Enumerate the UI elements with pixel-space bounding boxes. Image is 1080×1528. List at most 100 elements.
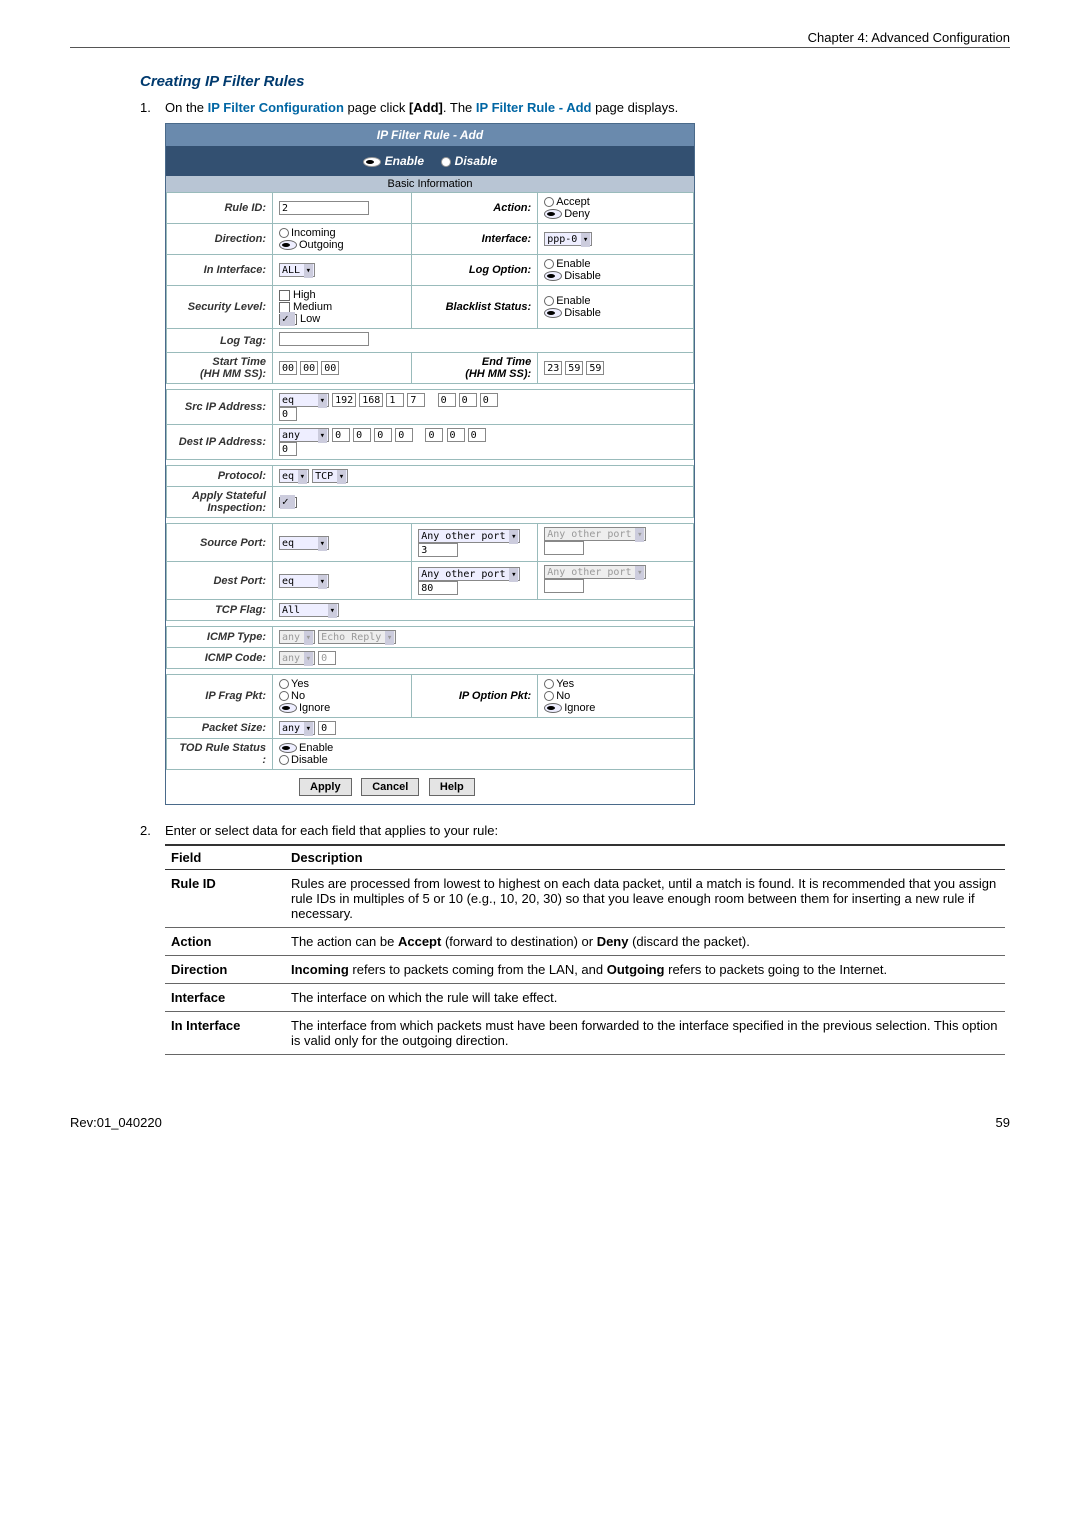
text: page displays. [591, 100, 678, 115]
blacklist-cell: Enable Disable [538, 286, 694, 329]
tod-cell: Enable Disable [273, 739, 694, 770]
footer-rev: Rev:01_040220 [70, 1115, 162, 1130]
dest-ip-e[interactable]: 0 [425, 428, 443, 442]
protocol-val-select[interactable]: TCP [312, 469, 348, 483]
src-ip-h[interactable]: 0 [279, 407, 297, 421]
ip-option-cell: Yes No Ignore [538, 675, 694, 718]
enable-radio[interactable] [363, 157, 381, 167]
dest-ip-d[interactable]: 0 [395, 428, 413, 442]
start-ss-input[interactable]: 00 [321, 361, 339, 375]
rule-id-input[interactable]: 2 [279, 201, 369, 215]
action-cell: Accept Deny [538, 193, 694, 224]
dest-port-p1-select[interactable]: Any other port [418, 567, 520, 581]
icmp-type-op-select: any [279, 630, 315, 644]
ip-frag-no-label: No [291, 690, 305, 702]
packet-size-op-select[interactable]: any [279, 721, 315, 735]
in-interface-select[interactable]: ALL [279, 263, 315, 277]
tcp-flag-label: TCP Flag: [167, 600, 273, 621]
blacklist-enable-radio[interactable] [544, 296, 554, 306]
protocol-op-select[interactable]: eq [279, 469, 309, 483]
source-port-p1-input[interactable]: 3 [418, 543, 458, 557]
protocol-label: Protocol: [167, 466, 273, 487]
src-ip-e[interactable]: 0 [438, 393, 456, 407]
icmp-type-cell: any Echo Reply [273, 627, 694, 648]
disable-radio[interactable] [441, 157, 451, 167]
source-port-p2-cell: Any other port [538, 524, 694, 562]
direction-incoming-radio[interactable] [279, 228, 289, 238]
source-port-p2-input [544, 541, 584, 555]
end-hh-input[interactable]: 23 [544, 361, 562, 375]
help-button[interactable]: Help [429, 778, 475, 796]
ip-frag-label: IP Frag Pkt: [167, 675, 273, 718]
packet-size-input[interactable]: 0 [318, 721, 336, 735]
direction-outgoing-radio[interactable] [279, 240, 297, 250]
dest-ip-op-select[interactable]: any [279, 428, 329, 442]
start-mm-input[interactable]: 00 [300, 361, 318, 375]
text: (forward to destination) or [441, 934, 596, 949]
field-desc: The action can be Accept (forward to des… [285, 928, 1005, 956]
stateful-check[interactable] [279, 497, 297, 508]
dest-ip-h[interactable]: 0 [279, 442, 297, 456]
blacklist-disable-radio[interactable] [544, 308, 562, 318]
src-ip-f[interactable]: 0 [459, 393, 477, 407]
ip-filter-rule-panel: IP Filter Rule - Add Enable Disable Basi… [165, 123, 695, 805]
log-enable-radio[interactable] [544, 259, 554, 269]
sec-low-check[interactable] [279, 314, 297, 325]
ip-option-yes-radio[interactable] [544, 679, 554, 689]
src-ip-op-select[interactable]: eq [279, 393, 329, 407]
field-name: Interface [165, 984, 285, 1012]
tcp-flag-select[interactable]: All [279, 603, 339, 617]
ip-frag-yes-radio[interactable] [279, 679, 289, 689]
dest-port-label: Dest Port: [167, 562, 273, 600]
sec-high-check[interactable] [279, 290, 290, 301]
description-table: Field Description Rule ID Rules are proc… [165, 844, 1005, 1055]
dest-ip-a[interactable]: 0 [332, 428, 350, 442]
ip-option-no-radio[interactable] [544, 691, 554, 701]
ip-frag-no-radio[interactable] [279, 691, 289, 701]
tod-enable-radio[interactable] [279, 743, 297, 753]
text: refers to packets coming from the LAN, a… [349, 962, 607, 977]
tod-disable-radio[interactable] [279, 755, 289, 765]
log-disable-radio[interactable] [544, 271, 562, 281]
cancel-button[interactable]: Cancel [361, 778, 419, 796]
action-accept-radio[interactable] [544, 197, 554, 207]
footer-page: 59 [996, 1115, 1010, 1130]
end-ss-input[interactable]: 59 [586, 361, 604, 375]
start-hh-input[interactable]: 00 [279, 361, 297, 375]
ip-frag-ignore-radio[interactable] [279, 703, 297, 713]
end-time-cell: 23 59 59 [538, 353, 694, 384]
src-ip-c[interactable]: 1 [386, 393, 404, 407]
dest-ip-g[interactable]: 0 [468, 428, 486, 442]
source-port-op-select[interactable]: eq [279, 536, 329, 550]
dest-ip-c[interactable]: 0 [374, 428, 392, 442]
action-deny-radio[interactable] [544, 209, 562, 219]
dest-ip-f[interactable]: 0 [447, 428, 465, 442]
src-ip-a[interactable]: 192 [332, 393, 356, 407]
link-ip-filter-rule-add: IP Filter Rule - Add [476, 100, 592, 115]
tcp-flag-cell: All [273, 600, 694, 621]
dest-port-p1-input[interactable]: 80 [418, 581, 458, 595]
interface-select[interactable]: ppp-0 [544, 232, 592, 246]
link-ip-filter-config: IP Filter Configuration [208, 100, 344, 115]
dest-port-op-select[interactable]: eq [279, 574, 329, 588]
icmp-code-label: ICMP Code: [167, 648, 273, 669]
src-ip-b[interactable]: 168 [359, 393, 383, 407]
dest-ip-b[interactable]: 0 [353, 428, 371, 442]
field-name: Direction [165, 956, 285, 984]
src-ip-d[interactable]: 7 [407, 393, 425, 407]
end-mm-input[interactable]: 59 [565, 361, 583, 375]
bold-text: Deny [597, 934, 629, 949]
dest-port-p2-select: Any other port [544, 565, 646, 579]
start-time-cell: 00 00 00 [273, 353, 412, 384]
source-port-p2-select: Any other port [544, 527, 646, 541]
apply-button[interactable]: Apply [299, 778, 352, 796]
log-tag-input[interactable] [279, 332, 369, 346]
table-row: Rule ID Rules are processed from lowest … [165, 870, 1005, 928]
src-ip-g[interactable]: 0 [480, 393, 498, 407]
log-enable-label: Enable [556, 258, 590, 270]
source-port-p1-select[interactable]: Any other port [418, 529, 520, 543]
action-label: Action: [412, 193, 538, 224]
ip-option-ignore-radio[interactable] [544, 703, 562, 713]
disable-label: Disable [455, 154, 498, 168]
step-1: 1. On the IP Filter Configuration page c… [140, 100, 1010, 115]
